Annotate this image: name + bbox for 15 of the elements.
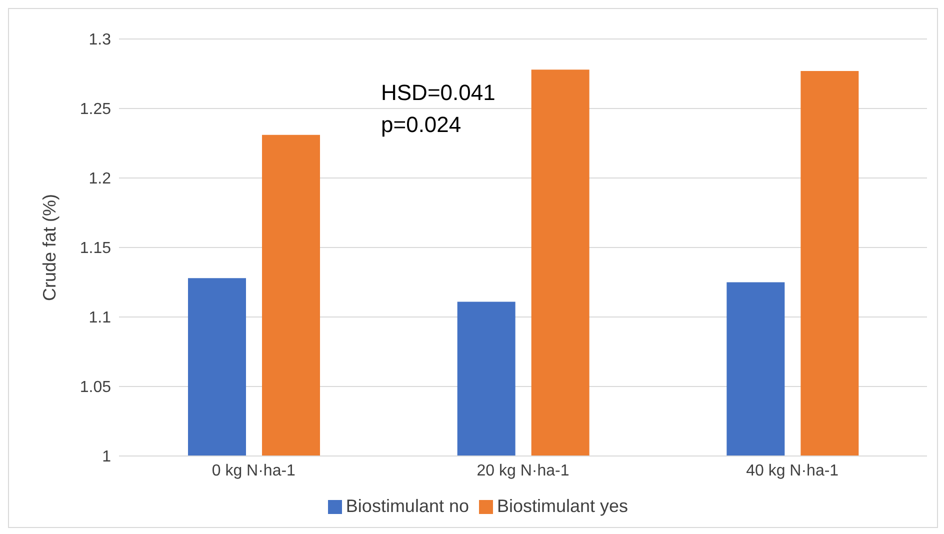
x-tick-label: 0 kg N·ha-1	[212, 462, 296, 480]
y-tick-label: 1.25	[80, 101, 112, 118]
x-tick-label: 40 kg N·ha-1	[746, 462, 839, 480]
y-tick-label: 1.05	[80, 379, 112, 396]
y-tick-label: 1.15	[80, 240, 112, 258]
legend-label: Biostimulant no	[346, 496, 469, 516]
annotation: p=0.024	[381, 111, 462, 139]
y-tick-label: 1	[102, 448, 112, 466]
legend-label: Biostimulant yes	[497, 496, 628, 516]
y-tick-label: 1.3	[88, 32, 112, 49]
y-tick-label: 1.1	[88, 310, 112, 327]
y-tick-label: 1.2	[88, 170, 112, 188]
x-tick-label: 20 kg N·ha-1	[476, 462, 570, 480]
annotation: HSD=0.041	[381, 79, 496, 107]
y-axis-title: Crude fat (%)	[39, 194, 60, 302]
